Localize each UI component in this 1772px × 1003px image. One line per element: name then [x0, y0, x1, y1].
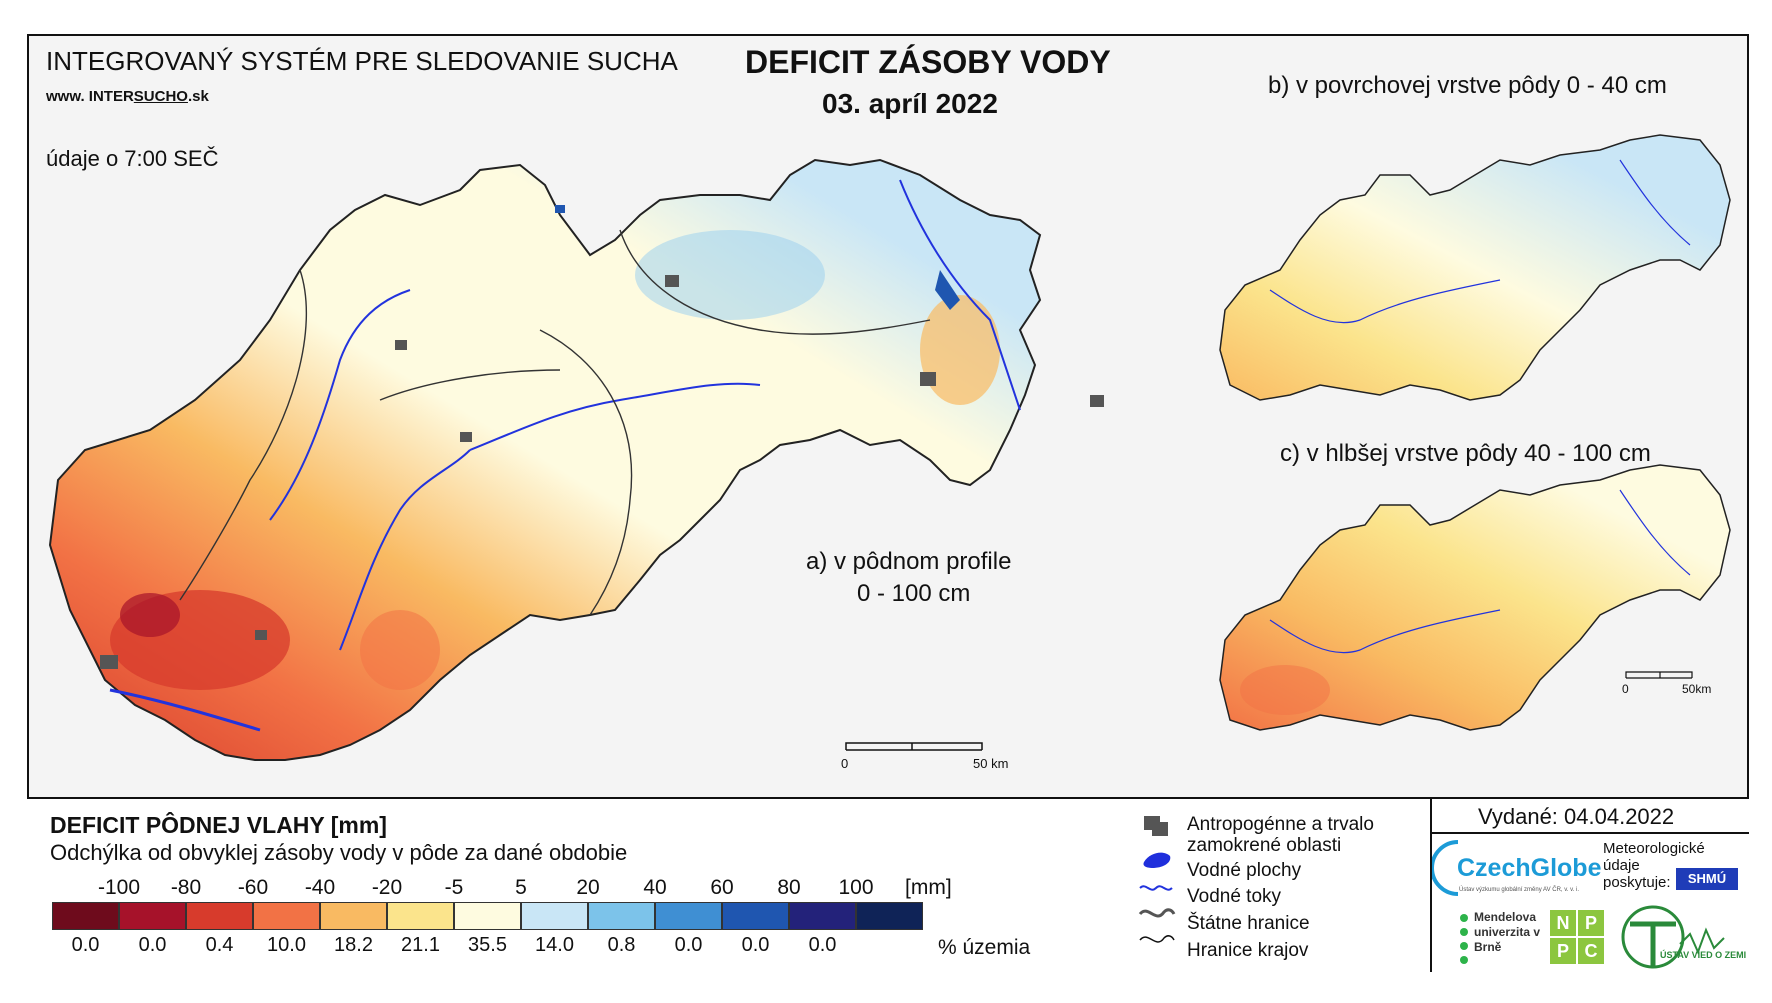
scale-main-end: 50 km: [973, 756, 1009, 771]
legend-class-label: 40: [643, 876, 667, 899]
issued-date: Vydané: 04.04.2022: [1478, 804, 1675, 829]
shmu-logo: SHMÚ: [1676, 868, 1738, 890]
slovakia-shape-c: [1219, 464, 1731, 731]
legend-class-label: 5: [515, 876, 527, 899]
main-date: 03. apríl 2022: [822, 88, 998, 119]
legend-swatch: [387, 902, 454, 930]
legend-class-label: 80: [777, 876, 801, 899]
legend-title: DEFICIT PÔDNEJ VLAHY [mm]: [50, 812, 387, 838]
map-c: [1219, 464, 1731, 731]
scale-main-zero: 0: [841, 756, 849, 771]
panel-a-depth: 0 - 100 cm: [857, 580, 971, 607]
meteo-provider-note: Meteorologické údaje poskytuje:: [1603, 840, 1705, 891]
legend-percentage: 0.0: [741, 934, 770, 956]
legend-percentage: 14.0: [535, 934, 574, 956]
legend-class-label: 60: [710, 876, 734, 899]
urban-area-icon: [1144, 816, 1168, 836]
nppc-logo: N P P C: [1550, 910, 1604, 964]
map-b: [1219, 134, 1731, 401]
legend-swatch: [119, 902, 186, 930]
issuer-box: [1430, 797, 1749, 972]
panel-a-label: a) v pôdnom profile: [806, 548, 1012, 575]
symbol-rivers-label: Vodné toky: [1187, 886, 1282, 907]
region-border-icon: [1139, 935, 1175, 943]
scale-small-zero: 0: [1622, 682, 1629, 696]
legend-swatch: [52, 902, 119, 930]
river-icon: [1139, 885, 1173, 891]
legend-swatch: [253, 902, 320, 930]
legend-percentage: 10.0: [267, 934, 306, 956]
legend-percentage: 18.2: [334, 934, 373, 956]
legend-percentage: 0.4: [205, 934, 234, 956]
water-body-icon: [1143, 852, 1171, 868]
map-a: [48, 158, 1104, 761]
legend-swatch: [789, 902, 856, 930]
legend-class-label: -100: [97, 876, 141, 899]
legend-swatch: [588, 902, 655, 930]
state-border-icon: [1138, 908, 1176, 918]
legend-swatch: [856, 902, 923, 930]
legend-unit: [mm]: [905, 876, 952, 899]
legend-percentage: 0.0: [674, 934, 703, 956]
legend-percentage: 0.8: [607, 934, 636, 956]
legend-percentage: 0.0: [71, 934, 100, 956]
symbol-borders-label: Štátne hranice: [1187, 913, 1310, 934]
website-url[interactable]: www. INTERSUCHO.sk: [46, 88, 209, 105]
legend-percentage: 0.0: [138, 934, 167, 956]
panel-c-label: c) v hlbšej vrstve pôdy 40 - 100 cm: [1280, 440, 1651, 467]
legend-class-label: 100: [838, 876, 874, 899]
symbol-water-label: Vodné plochy: [1187, 860, 1302, 881]
legend-percentage: 0.0: [808, 934, 837, 956]
scale-small-end: 50km: [1682, 682, 1712, 696]
legend-class-label: -20: [371, 876, 403, 899]
mendel-dots-icon: [1460, 914, 1468, 964]
legend-swatch: [521, 902, 588, 930]
legend-percentage: 35.5: [468, 934, 507, 956]
legend-swatch: [454, 902, 521, 930]
issuer-divider: [1430, 832, 1749, 834]
legend-swatch: [722, 902, 789, 930]
scalebar-small: [1625, 671, 1693, 679]
legend-percent-unit: % územia: [938, 936, 1031, 959]
scalebar-main: [845, 742, 983, 751]
legend-swatch: [186, 902, 253, 930]
legend-class-label: 20: [576, 876, 600, 899]
system-title: INTEGROVANÝ SYSTÉM PRE SLEDOVANIE SUCHA: [46, 46, 678, 76]
panel-b-label: b) v povrchovej vrstve pôdy 0 - 40 cm: [1268, 72, 1667, 99]
uvz-logo: ÚSTAV VIED O ZEMI: [1660, 950, 1747, 960]
symbol-urban-label: Antropogénne a trvalo: [1187, 814, 1374, 835]
legend-percentage: 21.1: [401, 934, 440, 956]
mendel-logo: Mendelova univerzita v Brně: [1474, 910, 1541, 954]
legend-class-label: -40: [304, 876, 336, 899]
symbol-legend-icons: [1138, 816, 1176, 943]
symbol-urban-label-2: zamokrené oblasti: [1187, 835, 1342, 856]
main-title: DEFICIT ZÁSOBY VODY: [745, 44, 1111, 80]
legend-subtitle: Odchýlka od obvyklej zásoby vody v pôde …: [50, 840, 628, 865]
legend-swatch: [655, 902, 722, 930]
czechglobe-logo: CzechGlobe: [1457, 854, 1602, 882]
slovakia-shape-a: [48, 158, 1042, 761]
time-note: údaje o 7:00 SEČ: [46, 146, 219, 171]
symbol-regions-label: Hranice krajov: [1187, 940, 1309, 961]
uvz-logo-icon: [1621, 905, 1725, 969]
legend-swatch: [320, 902, 387, 930]
legend-class-label: -80: [170, 876, 202, 899]
czechglobe-logo-icon: [1432, 840, 1459, 896]
slovakia-shape-b: [1219, 134, 1731, 401]
czechglobe-subtitle: Ústav výzkumu globální změny AV ČR, v. v…: [1459, 887, 1580, 893]
legend-class-label: -60: [237, 876, 269, 899]
legend-class-label: -5: [444, 876, 464, 899]
